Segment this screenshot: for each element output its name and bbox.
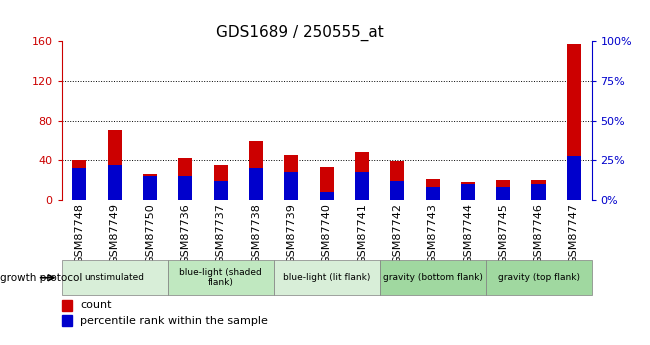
Bar [143,176,157,200]
Text: GSM87740: GSM87740 [322,203,332,264]
Text: growth protocol: growth protocol [0,273,83,283]
Text: unstimulated: unstimulated [84,273,145,282]
Text: GSM87749: GSM87749 [110,203,120,264]
Bar [108,130,122,200]
Bar [274,260,380,295]
Bar [461,182,475,200]
Text: GSM87738: GSM87738 [251,203,261,264]
Text: count: count [81,300,112,310]
Bar [390,181,404,200]
Bar [486,260,592,295]
Text: gravity (bottom flank): gravity (bottom flank) [383,273,482,282]
Text: percentile rank within the sample: percentile rank within the sample [81,316,268,326]
Bar [214,165,228,200]
Text: GSM87746: GSM87746 [534,203,543,264]
Bar [461,184,475,200]
Bar [567,156,581,200]
Text: blue-light (lit flank): blue-light (lit flank) [283,273,370,282]
Text: GSM87742: GSM87742 [392,203,402,264]
Bar [249,168,263,200]
Bar [496,180,510,200]
Text: GSM87750: GSM87750 [145,203,155,264]
Text: GSM87737: GSM87737 [216,203,226,264]
Bar [284,156,298,200]
Bar [178,158,192,200]
Bar [567,45,581,200]
Bar [72,160,86,200]
Text: GSM87745: GSM87745 [498,203,508,264]
Bar [426,187,439,200]
Bar [390,161,404,200]
Bar [426,179,439,200]
Bar [178,176,192,200]
Text: GSM87748: GSM87748 [74,203,85,264]
Bar [62,300,72,311]
Bar [72,168,86,200]
Bar [168,260,274,295]
Bar [249,141,263,200]
Text: GSM87747: GSM87747 [569,203,579,264]
Bar [320,192,333,200]
Text: blue-light (shaded
flank): blue-light (shaded flank) [179,268,262,287]
Bar [320,167,333,200]
Bar [355,152,369,200]
Text: GSM87736: GSM87736 [180,203,190,264]
Text: GSM87741: GSM87741 [357,203,367,264]
Text: gravity (top flank): gravity (top flank) [497,273,580,282]
Bar [532,184,545,200]
Bar [532,180,545,200]
Bar [284,171,298,200]
Bar [380,260,486,295]
Bar [496,187,510,200]
Text: GSM87743: GSM87743 [428,203,437,264]
Bar [214,181,228,200]
Text: GSM87744: GSM87744 [463,203,473,264]
Bar [108,165,122,200]
Title: GDS1689 / 250555_at: GDS1689 / 250555_at [216,25,384,41]
Text: GSM87739: GSM87739 [286,203,296,264]
Bar [62,260,168,295]
Bar [143,174,157,200]
Bar [355,171,369,200]
Bar [62,315,72,326]
